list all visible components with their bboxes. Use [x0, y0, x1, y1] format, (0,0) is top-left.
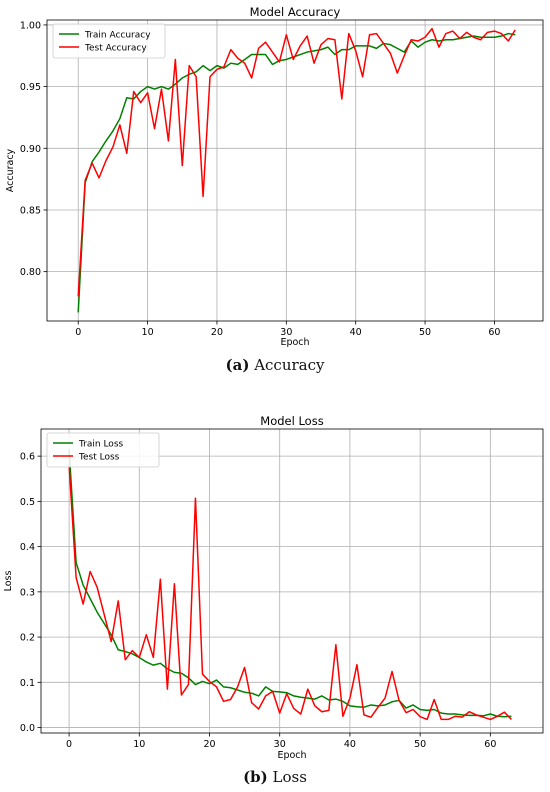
- x-tick-label: 60: [488, 327, 500, 338]
- y-tick-label: 0.3: [20, 587, 35, 598]
- y-tick-label: 1.00: [20, 20, 41, 31]
- y-tick-label: 0.6: [20, 452, 35, 463]
- legend-box: [46, 432, 160, 468]
- caption-loss-letter: (b): [243, 768, 268, 786]
- caption-accuracy: (a) Accuracy: [0, 356, 550, 374]
- x-tick-label: 60: [484, 739, 496, 750]
- legend-label: Train Loss: [78, 440, 124, 450]
- y-tick-label: 0.90: [20, 144, 41, 155]
- y-tick-label: 0.5: [20, 497, 35, 508]
- caption-accuracy-letter: (a): [225, 356, 250, 374]
- series-line-test-accuracy: [77, 27, 516, 297]
- legend-label: Test Loss: [78, 453, 120, 463]
- plot-frame: [46, 19, 544, 322]
- x-tick-label: 30: [274, 739, 286, 750]
- x-axis-label: Epoch: [280, 337, 309, 348]
- y-tick-label: 0.0: [20, 723, 35, 734]
- legend-label: Train Accuracy: [84, 31, 151, 41]
- x-tick-label: 20: [203, 739, 215, 750]
- y-axis-label: Loss: [3, 571, 14, 592]
- y-axis-label: Accuracy: [5, 148, 16, 192]
- caption-loss-text: Loss: [272, 768, 307, 786]
- y-tick-label: 0.2: [20, 633, 35, 644]
- caption-loss: (b) Loss: [0, 768, 550, 786]
- x-tick-label: 0: [66, 739, 72, 750]
- accuracy-chart: 0 10 20 30 40 50 60 0.80 0.85 0.90 0.95 1.00 Model A…: [5, 5, 544, 348]
- chart-title: Model Loss: [260, 414, 323, 428]
- caption-accuracy-text: Accuracy: [254, 356, 325, 374]
- series-line-train-loss: [68, 449, 512, 718]
- x-tick-label: 10: [142, 327, 154, 338]
- chart-title: Model Accuracy: [250, 5, 341, 19]
- x-axis-label: Epoch: [277, 750, 306, 761]
- series-line-train-accuracy: [77, 32, 516, 313]
- y-tick-label: 0.95: [20, 82, 41, 93]
- legend-label: Test Accuracy: [84, 44, 147, 54]
- x-tick-label: 30: [280, 327, 292, 338]
- series-line-test-loss: [68, 465, 512, 721]
- x-tick-label: 40: [344, 739, 356, 750]
- x-tick-label: 50: [414, 739, 426, 750]
- y-tick-label: 0.4: [20, 542, 35, 553]
- y-tick-label: 0.80: [20, 267, 41, 278]
- y-tick-label: 0.1: [20, 678, 35, 689]
- loss-chart: 0 10 20 30 40 50 60 0.0 0.1 0.2 0.3 0.4 0.5 0.6 Model …: [3, 414, 544, 761]
- x-tick-label: 40: [350, 327, 362, 338]
- y-tick-label: 0.85: [20, 205, 41, 216]
- x-tick-label: 50: [419, 327, 431, 338]
- legend-box: [52, 23, 166, 59]
- x-tick-label: 0: [75, 327, 81, 338]
- x-tick-label: 20: [211, 327, 223, 338]
- plot-frame: [40, 428, 544, 734]
- x-tick-label: 10: [133, 739, 145, 750]
